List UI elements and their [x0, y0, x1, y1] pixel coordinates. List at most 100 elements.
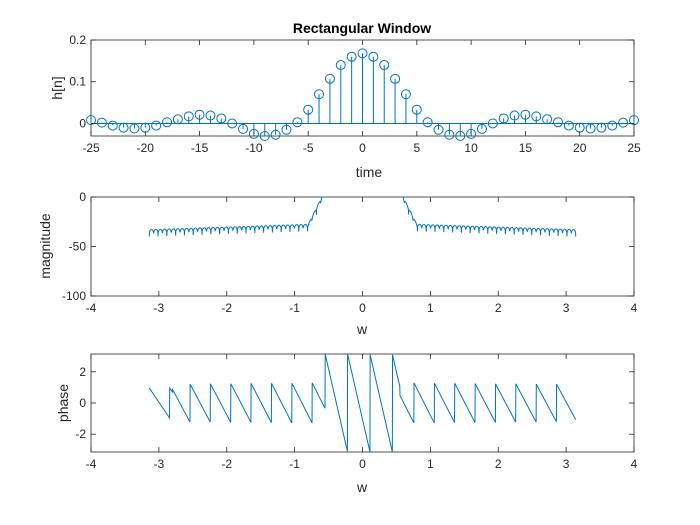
x-tick-label: 2 — [495, 457, 502, 471]
stem-marker — [172, 114, 183, 125]
stem-marker — [118, 122, 129, 133]
x-tick-label: 20 — [573, 141, 587, 155]
y-tick-label: 0.2 — [69, 33, 86, 47]
x-tick-label: -2 — [221, 457, 232, 471]
stem-marker — [270, 129, 281, 140]
x-tick-label: -25 — [82, 141, 100, 155]
stem-marker — [552, 117, 563, 128]
stem-marker — [303, 104, 314, 115]
stem-plot-panel: Rectangular Window time h[n] -25 -20 -15 -1… — [49, 20, 641, 180]
y-tick-label: 0.1 — [69, 75, 86, 89]
stem-marker — [216, 113, 227, 124]
y-axis-label: h[n] — [49, 76, 65, 99]
x-tick-label: 3 — [563, 457, 570, 471]
stem-marker — [487, 118, 498, 129]
stem-marker — [162, 117, 173, 128]
stem-marker — [498, 113, 509, 124]
y-tick-label: 0 — [79, 190, 86, 204]
stem-marker — [248, 128, 259, 139]
phase-plot-panel: w phase -4 -3 -2 -1 0 1 2 3 4 -2 0 2 — [55, 353, 638, 495]
x-tick-label: 1 — [427, 301, 434, 315]
chart-title: Rectangular Window — [293, 20, 431, 36]
stem-marker — [476, 123, 487, 134]
magnitude-line-right — [399, 197, 577, 237]
x-tick-label: 25 — [627, 141, 641, 155]
stem-marker — [96, 117, 107, 128]
x-tick-label: 4 — [631, 301, 638, 315]
x-tick-label: 5 — [413, 141, 420, 155]
stem-marker — [107, 120, 118, 131]
y-axis-label: magnitude — [37, 213, 53, 279]
axis-ticks: -4 -3 -2 -1 0 1 2 3 4 -2 0 2 — [75, 354, 638, 471]
stem-marker — [379, 60, 390, 71]
x-tick-label: 10 — [464, 141, 478, 155]
stem-marker — [607, 120, 618, 131]
x-tick-label: -3 — [154, 457, 165, 471]
stem-marker — [368, 51, 379, 62]
axis-ticks: -25 -20 -15 -10 -5 0 5 10 15 20 25 0 0.1 0.2 — [69, 33, 641, 155]
stem-marker — [390, 73, 401, 84]
y-tick-label: 2 — [79, 365, 86, 379]
stem-marker — [281, 124, 292, 135]
y-tick-label: -50 — [69, 240, 87, 254]
y-tick-label: 0 — [79, 396, 86, 410]
stem-marker — [444, 129, 455, 140]
y-tick-label: -2 — [75, 427, 86, 441]
magnitude-line-left — [148, 197, 326, 237]
stem-marker — [205, 110, 216, 121]
stem-marker — [585, 123, 596, 134]
stem-marker — [357, 48, 368, 59]
stem-marker — [292, 117, 303, 128]
stem-marker — [563, 120, 574, 131]
x-tick-label: 3 — [563, 301, 570, 315]
x-tick-label: -20 — [137, 141, 155, 155]
stem-marker — [455, 131, 466, 141]
magnitude-plot-panel: w magnitude -4 -3 -2 -1 0 1 2 3 4 -100 -50 0 — [37, 190, 638, 337]
y-axis-label: phase — [55, 384, 71, 422]
stem-marker — [422, 117, 433, 128]
phase-line — [148, 354, 577, 452]
axes-frame — [90, 353, 635, 453]
stem-marker — [531, 111, 542, 122]
x-tick-label: -5 — [303, 141, 314, 155]
stem-marker — [629, 115, 639, 126]
stem-marker — [151, 120, 162, 131]
stem-marker — [183, 111, 194, 122]
stem-marker — [259, 131, 270, 141]
magnitude-series — [148, 197, 577, 237]
x-tick-label: 0 — [359, 301, 366, 315]
axes-frame — [90, 196, 635, 297]
stem-marker — [400, 89, 411, 100]
stem-marker — [618, 117, 629, 128]
x-tick-label: -2 — [221, 301, 232, 315]
x-tick-label: -4 — [86, 301, 97, 315]
stem-marker — [314, 89, 325, 100]
x-axis-label: w — [356, 321, 368, 337]
stem-marker — [335, 60, 346, 71]
stem-series — [86, 48, 639, 141]
x-tick-label: 0 — [359, 141, 366, 155]
stem-marker — [227, 118, 238, 129]
x-tick-label: 0 — [359, 457, 366, 471]
x-axis-label: time — [356, 164, 383, 180]
x-tick-label: -10 — [245, 141, 263, 155]
stem-marker — [509, 110, 520, 121]
stem-marker — [324, 73, 335, 84]
x-axis-label: w — [356, 479, 368, 495]
x-tick-label: -4 — [86, 457, 97, 471]
stem-marker — [411, 104, 422, 115]
x-tick-label: 15 — [519, 141, 533, 155]
x-tick-label: -3 — [154, 301, 165, 315]
x-tick-label: 1 — [427, 457, 434, 471]
stem-marker — [433, 124, 444, 135]
stem-marker — [466, 128, 477, 139]
stem-marker — [542, 114, 553, 125]
phase-series — [148, 354, 577, 452]
stem-marker — [129, 123, 140, 134]
stem-marker — [86, 115, 96, 126]
stem-marker — [238, 123, 249, 134]
stem-marker — [194, 109, 205, 120]
x-tick-label: 4 — [631, 457, 638, 471]
stem-marker — [596, 122, 607, 133]
